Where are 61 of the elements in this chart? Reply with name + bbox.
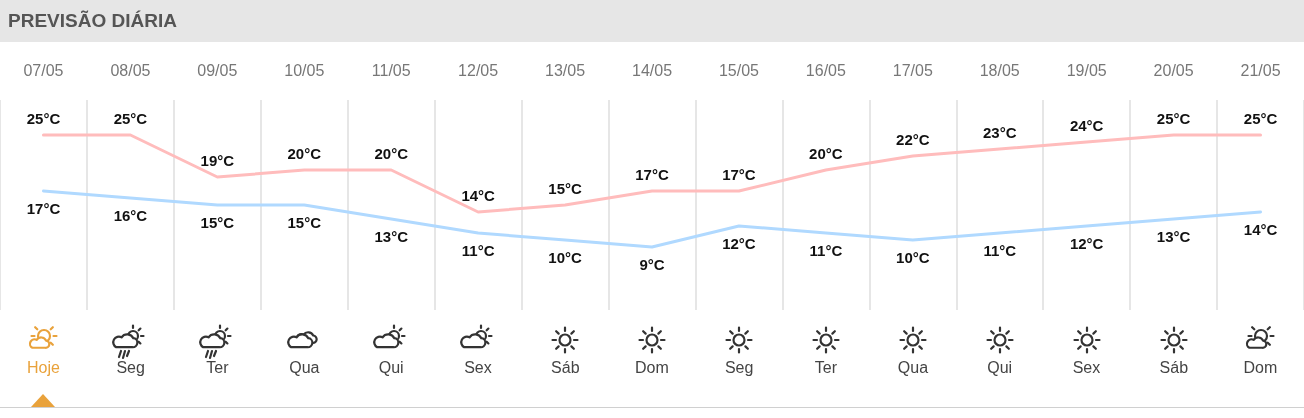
text: Qui bbox=[378, 359, 404, 377]
x-tick-label: 09/05 bbox=[197, 61, 238, 79]
text: Sex bbox=[464, 359, 492, 377]
text: Hoje bbox=[26, 359, 60, 377]
text: Sex bbox=[1072, 359, 1101, 377]
data-label: 24°C bbox=[1069, 117, 1104, 134]
data-label: 17°C bbox=[722, 166, 756, 183]
x-tick-label: 18/05 bbox=[979, 61, 1020, 79]
data-label: 16°C bbox=[113, 207, 148, 224]
x-tick-label: 07/05 bbox=[23, 61, 64, 79]
text: Dom bbox=[635, 359, 669, 377]
x-tick-label: 08/05 bbox=[110, 61, 151, 79]
text: Qui bbox=[987, 359, 1013, 377]
text: Seg bbox=[116, 359, 145, 377]
text: Ter bbox=[206, 359, 229, 377]
data-label: 11°C bbox=[809, 242, 843, 259]
data-label: 15°C bbox=[287, 214, 322, 231]
data-label: 17°C bbox=[26, 200, 61, 217]
data-label: 11°C bbox=[461, 242, 495, 259]
text: Sáb bbox=[1159, 359, 1189, 377]
x-tick-label: 16/05 bbox=[805, 61, 846, 79]
data-label: 22°C bbox=[896, 131, 930, 148]
text: Ter bbox=[814, 359, 838, 377]
data-label: 17°C bbox=[635, 166, 669, 183]
x-tick-label: 10/05 bbox=[284, 61, 325, 79]
data-label: 20°C bbox=[287, 145, 322, 162]
x-tick-label: 15/05 bbox=[718, 61, 760, 79]
data-label: 20°C bbox=[809, 145, 843, 162]
text: Qua bbox=[289, 359, 320, 377]
data-label: 23°C bbox=[982, 124, 1017, 141]
data-label: 15°C bbox=[200, 214, 235, 231]
chart-title: PREVISÃO DIÁRIA bbox=[8, 10, 177, 32]
data-label: 12°C bbox=[722, 235, 756, 252]
x-tick-label: 13/05 bbox=[545, 61, 586, 79]
data-label: 15°C bbox=[548, 180, 582, 197]
data-label: 13°C bbox=[1156, 228, 1191, 245]
data-label: 25°C bbox=[1243, 110, 1278, 127]
data-label: 25°C bbox=[113, 110, 148, 127]
data-label: 10°C bbox=[896, 249, 930, 266]
data-label: 25°C bbox=[26, 110, 61, 127]
x-tick-label: 21/05 bbox=[1240, 61, 1281, 79]
data-label: 20°C bbox=[374, 145, 409, 162]
data-label: 12°C bbox=[1069, 235, 1104, 252]
data-label: 25°C bbox=[1156, 110, 1191, 127]
data-label: 14°C bbox=[461, 187, 496, 204]
data-label: 13°C bbox=[374, 228, 409, 245]
data-label: 14°C bbox=[1243, 221, 1278, 238]
data-label: 9°C bbox=[639, 256, 665, 273]
text: Dom bbox=[1243, 359, 1278, 377]
text: Sáb bbox=[551, 359, 580, 377]
data-label: 19°C bbox=[200, 152, 235, 169]
text: Seg bbox=[724, 359, 754, 377]
x-tick-label: 11/05 bbox=[371, 61, 411, 79]
x-tick-label: 14/05 bbox=[631, 61, 673, 79]
x-tick-label: 19/05 bbox=[1066, 61, 1107, 79]
data-label: 11°C bbox=[983, 242, 1017, 259]
text: Qua bbox=[897, 359, 929, 377]
x-tick-label: 12/05 bbox=[458, 61, 499, 79]
x-tick-label: 20/05 bbox=[1153, 61, 1194, 79]
data-label: 10°C bbox=[548, 249, 582, 266]
x-tick-label: 17/05 bbox=[892, 61, 933, 79]
